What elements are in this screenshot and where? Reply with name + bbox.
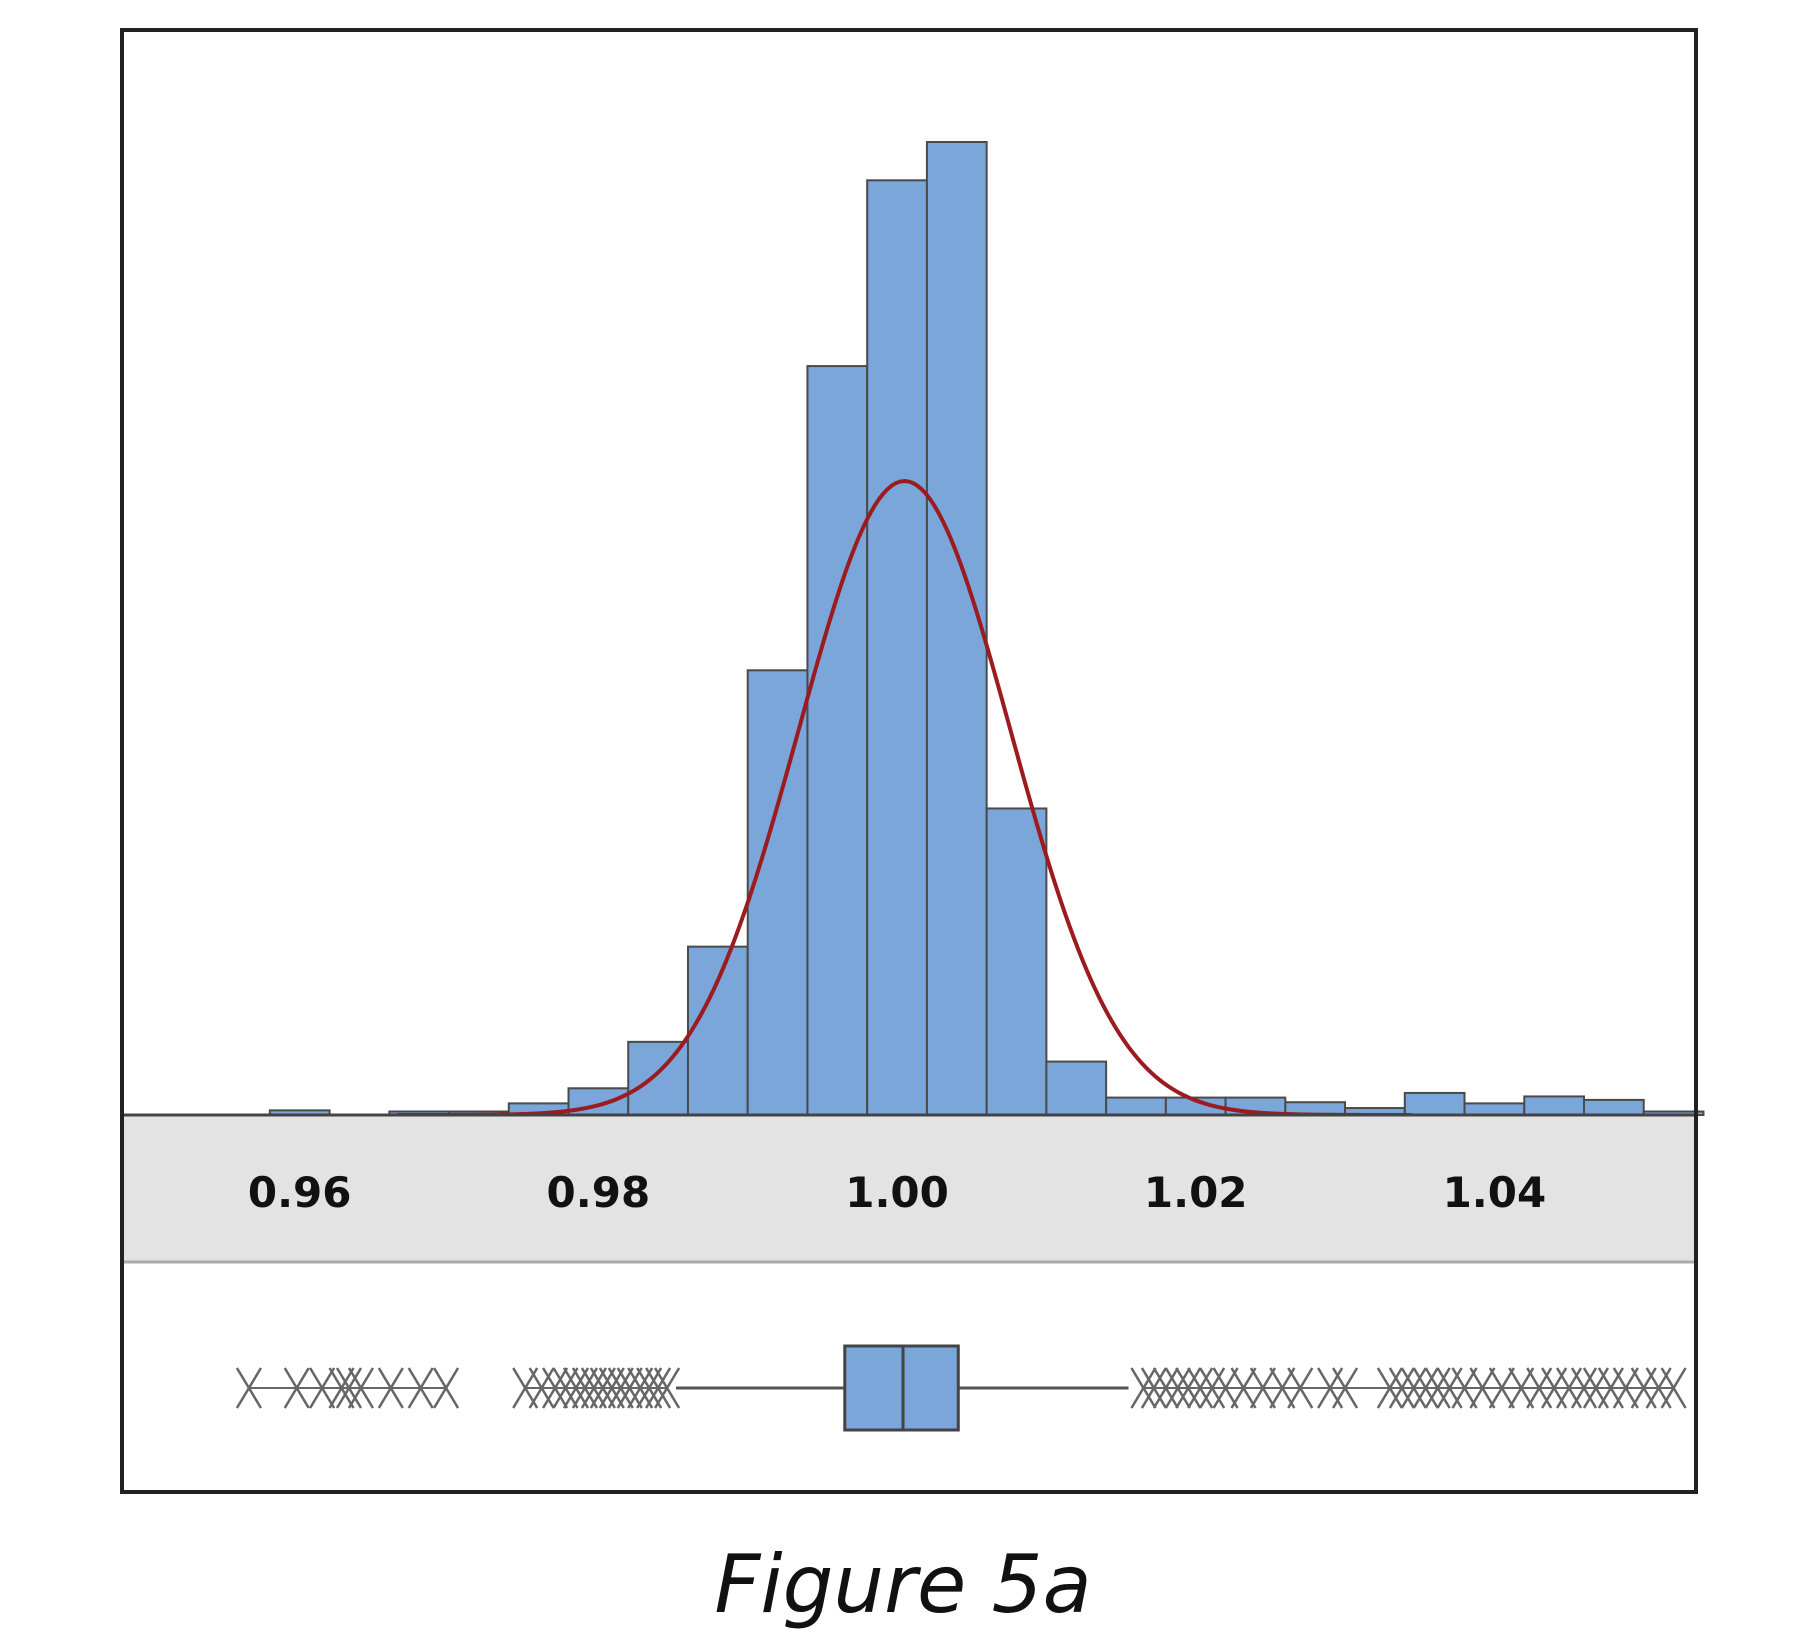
outlier-marker-22 — [645, 1367, 672, 1409]
histogram-bar-18 — [1403, 1091, 1466, 1116]
outlier-marker-29 — [1187, 1367, 1214, 1409]
outlier-marker-19 — [616, 1367, 643, 1409]
histogram-bar-12 — [1045, 1060, 1108, 1116]
outlier-marker-10 — [528, 1367, 555, 1409]
outlier-marker-8 — [432, 1367, 460, 1409]
outlier-marker-25 — [1140, 1367, 1167, 1409]
outlier-marker-54 — [1612, 1367, 1639, 1409]
outlier-marker-34 — [1269, 1367, 1296, 1409]
outlier-marker-6 — [377, 1367, 404, 1409]
outlier-marker-11 — [542, 1367, 569, 1409]
outlier-marker-18 — [607, 1367, 634, 1409]
x-tick-label-1.04: 1.04 — [1443, 1168, 1547, 1217]
outlier-marker-7 — [407, 1367, 434, 1409]
histogram-bar-10 — [925, 140, 988, 1116]
x-tick-label-1.00: 1.00 — [845, 1168, 949, 1217]
outlier-marker-47 — [1508, 1367, 1535, 1409]
outlier-marker-51 — [1570, 1367, 1598, 1409]
x-tick-label-1.02: 1.02 — [1144, 1168, 1248, 1217]
histogram-bar-5 — [627, 1040, 689, 1116]
outlier-marker-46 — [1488, 1367, 1515, 1409]
histogram-bar-20 — [1523, 1095, 1585, 1117]
histogram-bar-11 — [985, 807, 1048, 1116]
outlier-marker-42 — [1424, 1367, 1451, 1409]
outlier-marker-39 — [1388, 1367, 1415, 1409]
figure-caption: Figure 5a — [714, 1538, 1091, 1631]
outlier-marker-38 — [1376, 1367, 1403, 1409]
outlier-marker-24 — [1130, 1367, 1157, 1409]
histogram-bar-13 — [1105, 1096, 1167, 1117]
outlier-marker-4 — [335, 1367, 363, 1409]
normal-fit-curve — [396, 479, 1413, 1117]
outlier-marker-31 — [1212, 1367, 1239, 1409]
outlier-marker-12 — [552, 1367, 579, 1409]
outlier-marker-14 — [571, 1367, 599, 1409]
outlier-marker-57 — [1660, 1367, 1687, 1409]
outlier-marker-23 — [654, 1367, 681, 1409]
outlier-marker-1 — [283, 1367, 310, 1409]
outlier-marker-17 — [598, 1367, 625, 1409]
x-axis-band — [122, 1115, 1696, 1262]
outlier-marker-30 — [1199, 1367, 1226, 1409]
outlier-marker-21 — [636, 1367, 663, 1409]
x-tick-label-0.98: 0.98 — [547, 1168, 651, 1217]
outlier-marker-35 — [1287, 1367, 1314, 1409]
outlier-marker-20 — [627, 1367, 654, 1409]
outlier-marker-27 — [1164, 1367, 1191, 1409]
x-tick-label-0.96: 0.96 — [248, 1168, 352, 1217]
histogram-bar-8 — [806, 365, 869, 1117]
outlier-marker-32 — [1230, 1367, 1257, 1409]
outlier-marker-2 — [309, 1367, 336, 1409]
outlier-marker-44 — [1451, 1367, 1478, 1409]
outlier-marker-16 — [589, 1367, 616, 1409]
outlier-marker-45 — [1469, 1367, 1496, 1409]
outlier-marker-3 — [328, 1367, 355, 1409]
outlier-marker-15 — [580, 1367, 607, 1409]
boxplot — [235, 1344, 1687, 1432]
histogram-bars — [268, 140, 1705, 1117]
histogram-bar-7 — [746, 669, 809, 1116]
outlier-marker-40 — [1400, 1367, 1427, 1409]
histogram-bar-19 — [1463, 1102, 1526, 1117]
outlier-marker-0 — [235, 1367, 263, 1409]
outlier-marker-26 — [1152, 1367, 1179, 1409]
outlier-marker-28 — [1175, 1367, 1202, 1409]
outlier-marker-41 — [1412, 1367, 1439, 1409]
plot-frame — [120, 28, 1698, 1494]
histogram-bar-21 — [1582, 1098, 1645, 1116]
outlier-marker-5 — [347, 1367, 375, 1409]
histogram-bar-6 — [686, 945, 749, 1117]
x-axis-ticks: 0.96 0.98 1.00 1.02 1.04 — [248, 1168, 1546, 1217]
outlier-marker-37 — [1331, 1367, 1359, 1409]
histogram-bar-9 — [866, 179, 928, 1117]
outlier-marker-13 — [562, 1367, 590, 1409]
outlier-marker-33 — [1249, 1367, 1276, 1409]
boxplot-outliers — [235, 1367, 1687, 1409]
